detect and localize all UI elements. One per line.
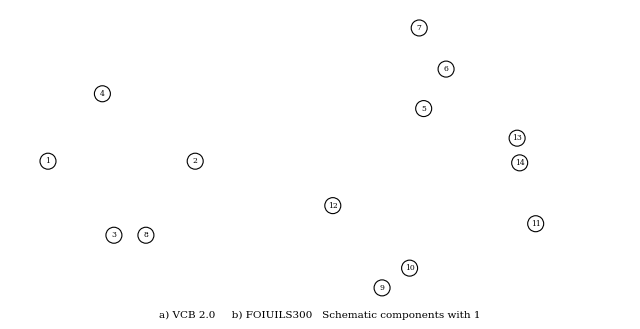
- Text: 9: 9: [380, 284, 385, 292]
- Text: 14: 14: [515, 159, 525, 167]
- Ellipse shape: [138, 227, 154, 243]
- Text: 8: 8: [143, 231, 148, 239]
- Ellipse shape: [374, 280, 390, 296]
- Text: a) VCB 2.0     b) FOIUILS300   Schematic components with 1: a) VCB 2.0 b) FOIUILS300 Schematic compo…: [159, 311, 481, 320]
- Text: 2: 2: [193, 157, 198, 165]
- Ellipse shape: [95, 86, 111, 102]
- Text: 7: 7: [417, 24, 422, 32]
- Ellipse shape: [412, 20, 428, 36]
- Ellipse shape: [187, 153, 204, 169]
- Text: 12: 12: [328, 202, 338, 210]
- Ellipse shape: [512, 155, 528, 171]
- Ellipse shape: [325, 198, 341, 214]
- Ellipse shape: [438, 61, 454, 77]
- Text: 13: 13: [512, 134, 522, 142]
- Text: 1: 1: [45, 157, 51, 165]
- Text: 11: 11: [531, 220, 541, 228]
- Ellipse shape: [40, 153, 56, 169]
- Ellipse shape: [416, 101, 432, 116]
- Text: 4: 4: [100, 90, 105, 98]
- Ellipse shape: [106, 227, 122, 243]
- Text: 10: 10: [404, 264, 415, 272]
- Text: 5: 5: [421, 105, 426, 113]
- Text: 6: 6: [444, 65, 449, 73]
- Ellipse shape: [509, 130, 525, 146]
- Ellipse shape: [527, 216, 543, 232]
- Text: 3: 3: [111, 231, 116, 239]
- Ellipse shape: [402, 260, 418, 276]
